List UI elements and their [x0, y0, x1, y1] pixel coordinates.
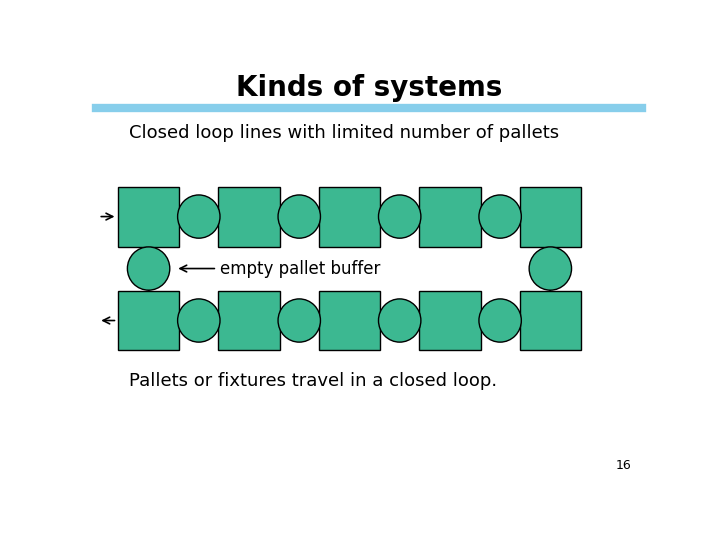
Ellipse shape — [379, 299, 421, 342]
Ellipse shape — [178, 195, 220, 238]
Ellipse shape — [379, 195, 421, 238]
Bar — [118, 187, 179, 246]
Text: Pallets or fixtures travel in a closed loop.: Pallets or fixtures travel in a closed l… — [129, 372, 498, 390]
Text: empty pallet buffer: empty pallet buffer — [220, 260, 380, 278]
Bar — [520, 187, 581, 246]
Ellipse shape — [278, 195, 320, 238]
Bar — [218, 291, 280, 350]
Text: Kinds of systems: Kinds of systems — [236, 73, 502, 102]
Bar — [520, 291, 581, 350]
Ellipse shape — [278, 299, 320, 342]
Text: Closed loop lines with limited number of pallets: Closed loop lines with limited number of… — [129, 124, 559, 143]
Ellipse shape — [127, 247, 170, 290]
Ellipse shape — [479, 195, 521, 238]
Bar — [419, 291, 481, 350]
Bar — [218, 187, 280, 246]
Ellipse shape — [529, 247, 572, 290]
Bar — [319, 187, 380, 246]
Ellipse shape — [178, 299, 220, 342]
Bar — [419, 187, 481, 246]
Ellipse shape — [479, 299, 521, 342]
Bar — [118, 291, 179, 350]
Text: 16: 16 — [616, 460, 631, 472]
Bar — [319, 291, 380, 350]
